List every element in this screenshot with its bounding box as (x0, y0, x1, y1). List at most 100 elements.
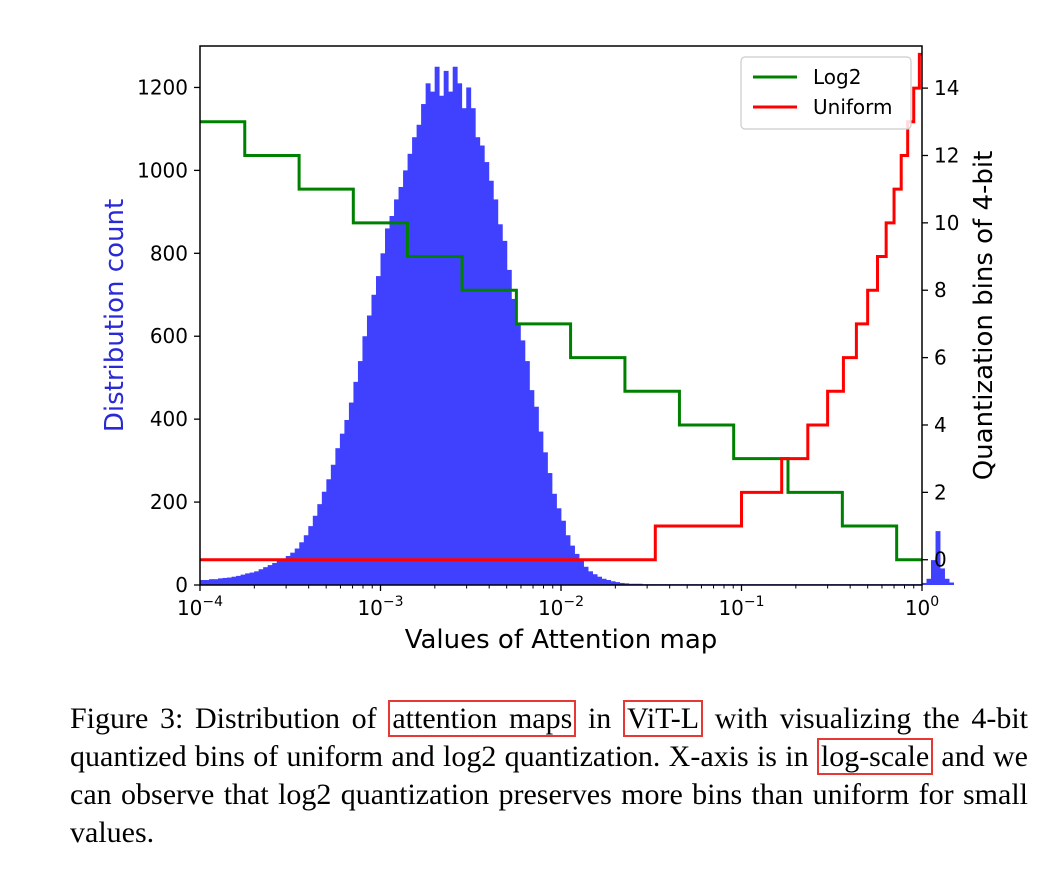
x-axis-label: Values of Attention map (405, 625, 718, 655)
histogram-bar (926, 578, 932, 585)
histogram-bar (236, 575, 242, 585)
y-right-tick-label: 10 (934, 211, 959, 235)
histogram-bar (551, 493, 557, 585)
histogram-bar (425, 83, 431, 585)
histogram-bar (430, 91, 436, 586)
histogram-bar (579, 560, 584, 585)
histogram-bar (398, 186, 404, 585)
histogram-bar (335, 448, 341, 585)
caption-suffix: and we can observe that log2 quantizatio… (70, 740, 1029, 849)
histogram-bar (290, 552, 296, 585)
histogram (200, 66, 954, 586)
histogram-bar (529, 390, 535, 585)
y-right-tick-label: 2 (934, 480, 947, 504)
histogram-bar (470, 108, 476, 585)
histogram-bar (272, 563, 278, 585)
y-right-tick-label: 14 (934, 76, 959, 100)
histogram-bar (231, 576, 237, 585)
histogram-bar (533, 406, 539, 585)
histogram-bar (538, 431, 544, 585)
histogram-bar (245, 573, 251, 585)
histogram-bar (200, 580, 205, 585)
histogram-bar (624, 583, 630, 585)
histogram-bar (610, 581, 616, 585)
x-tick-label: 10−2 (538, 594, 584, 620)
histogram-bar (515, 323, 521, 585)
caption-prefix: Figure 3: Distribution of (70, 702, 389, 735)
histogram-bar (583, 566, 589, 585)
histogram-bar (362, 336, 368, 585)
histogram-bar (944, 578, 950, 585)
x-tick-label: 10−1 (718, 594, 764, 620)
histogram-bar (222, 577, 228, 585)
legend: Log2 Uniform (740, 56, 912, 130)
histogram-bar (317, 504, 323, 585)
y-axis-right-label: Quantization bins of 4-bit (969, 151, 999, 481)
histogram-bar (484, 162, 490, 585)
histogram-bar (412, 137, 417, 585)
histogram-bar (403, 170, 408, 585)
series-line-uniform (200, 52, 922, 562)
histogram-bar (240, 574, 246, 585)
histogram-bar (443, 70, 449, 585)
histogram-bar (249, 572, 255, 585)
legend-label-log2: Log2 (813, 65, 861, 89)
histogram-bar (326, 479, 332, 585)
y-right-tick-label: 6 (934, 346, 947, 370)
histogram-bar (493, 199, 499, 585)
histogram-bar (267, 565, 273, 585)
histogram-bar (263, 567, 269, 585)
histogram-bar (312, 515, 318, 585)
histogram-bar (213, 579, 219, 585)
y-left-tick-label: 1200 (137, 75, 188, 99)
y-left-tick-label: 200 (150, 490, 188, 514)
histogram-bar (601, 578, 607, 585)
histogram-bar (254, 571, 260, 585)
histogram-bar (227, 577, 232, 585)
y-left-tick-label: 400 (150, 407, 188, 431)
histogram-bar (949, 582, 954, 585)
histogram-bar (556, 508, 562, 585)
histogram-bar (592, 574, 598, 585)
histogram-bar (204, 580, 210, 585)
y-axis-left-label: Distribution count (100, 199, 130, 432)
histogram-bar (461, 108, 467, 585)
histogram-bar (561, 520, 566, 585)
histogram-bar (574, 553, 580, 585)
attention-distribution-chart: 10−4 10−3 10−2 10−1 100020040060080010001200… (100, 45, 999, 655)
histogram-bar (488, 180, 494, 585)
histogram-bar (416, 124, 422, 585)
histogram-bar (285, 555, 291, 585)
histogram-bar (357, 361, 363, 585)
x-tick-label: 100 (905, 594, 939, 620)
histogram-bar (209, 579, 214, 585)
caption-mid1: in (576, 702, 623, 735)
histogram-bar (330, 464, 336, 585)
y-left-tick-label: 0 (175, 573, 188, 597)
histogram-bar (931, 560, 936, 585)
histogram-bar (457, 83, 463, 585)
histogram-bar (466, 87, 472, 586)
histogram-bar (570, 545, 575, 585)
legend-label-uniform: Uniform (813, 95, 893, 119)
histogram-bar (421, 104, 427, 586)
histogram-bar (615, 582, 621, 585)
histogram-bar (299, 542, 305, 585)
histogram-bar (511, 298, 517, 585)
y-left-tick-label: 1000 (137, 158, 188, 182)
histogram-bar (339, 433, 345, 585)
histogram-bar (922, 582, 927, 585)
histogram-bar (407, 153, 413, 586)
histogram-bar (520, 340, 526, 585)
histogram-bar (940, 568, 945, 585)
legend-box (740, 56, 912, 130)
histogram-bar (479, 145, 485, 585)
histogram-bar (475, 137, 481, 585)
y-right-tick-label: 8 (934, 278, 947, 302)
histogram-bar (502, 240, 508, 585)
caption-mid2: with visualizing the 4-bit quantized bin… (70, 702, 1029, 773)
figure-caption: Figure 3: Distribution of attention maps… (70, 700, 1028, 852)
histogram-bar (506, 269, 512, 585)
histogram-bar (281, 558, 287, 585)
y-right-tick-label: 12 (934, 143, 959, 167)
